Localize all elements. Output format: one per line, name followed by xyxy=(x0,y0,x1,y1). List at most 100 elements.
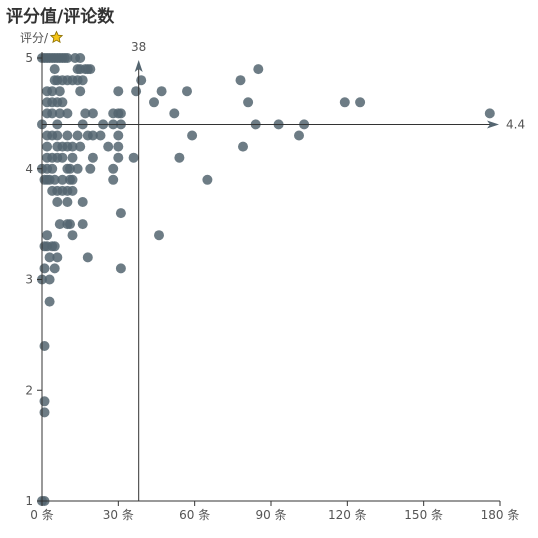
data-point xyxy=(77,197,88,207)
data-point xyxy=(182,86,192,97)
data-point xyxy=(44,274,55,285)
data-point xyxy=(113,86,124,97)
data-point xyxy=(174,152,185,163)
data-point xyxy=(149,97,159,108)
data-point xyxy=(113,141,124,152)
data-point xyxy=(52,252,63,263)
data-point xyxy=(113,152,124,163)
data-point xyxy=(72,163,83,174)
data-point xyxy=(67,141,78,152)
y-tick-label: 4 xyxy=(25,162,33,176)
data-point xyxy=(72,130,83,141)
data-point xyxy=(187,130,198,141)
data-point xyxy=(67,230,78,241)
data-point xyxy=(49,64,60,75)
data-point xyxy=(62,108,73,119)
data-point xyxy=(77,75,88,86)
data-point xyxy=(39,407,50,418)
data-point xyxy=(62,197,73,207)
data-point xyxy=(57,152,68,163)
data-point xyxy=(87,152,98,163)
data-point xyxy=(67,185,78,196)
points-layer xyxy=(37,53,495,506)
ref-arrow-right xyxy=(487,120,499,129)
data-point xyxy=(54,86,65,97)
data-point xyxy=(47,86,58,97)
y-tick-label: 5 xyxy=(25,51,33,65)
data-point xyxy=(238,141,248,152)
chart-title: 评分值/评论数 xyxy=(6,7,115,27)
data-point xyxy=(39,341,50,351)
data-point xyxy=(82,252,93,263)
data-point xyxy=(57,174,68,185)
data-point xyxy=(75,141,86,152)
data-point xyxy=(95,130,106,141)
data-point xyxy=(77,219,88,230)
data-point xyxy=(44,252,55,263)
data-point xyxy=(128,152,139,163)
y-tick-label: 3 xyxy=(25,273,33,287)
data-point xyxy=(85,64,96,75)
y-tick-label: 1 xyxy=(25,494,33,508)
data-point xyxy=(44,296,55,307)
x-tick-label: 120 条 xyxy=(328,508,367,522)
data-point xyxy=(47,108,58,119)
data-point xyxy=(108,174,119,185)
data-point xyxy=(339,97,350,108)
data-point xyxy=(294,130,304,141)
data-point xyxy=(62,53,73,63)
data-point xyxy=(49,241,60,252)
data-point xyxy=(80,108,91,119)
data-point xyxy=(113,130,124,141)
x-tick-label: 60 条 xyxy=(179,508,210,522)
data-point xyxy=(75,53,86,63)
data-point xyxy=(108,163,119,174)
data-point xyxy=(235,75,246,86)
data-point xyxy=(52,197,63,207)
data-point xyxy=(156,86,167,97)
data-point xyxy=(42,141,53,152)
x-tick-label: 0 条 xyxy=(30,508,53,522)
data-point xyxy=(87,130,98,141)
data-point xyxy=(65,219,75,230)
data-point xyxy=(54,219,65,230)
data-point xyxy=(42,230,53,241)
x-tick-label: 90 条 xyxy=(255,508,286,522)
axes-layer: 1 2 3 4 5 0 条 30 条 60 条 90 条 120 条 150 条 180 条 评分/38… xyxy=(20,30,525,522)
x-tick-label: 30 条 xyxy=(103,508,134,522)
data-point xyxy=(85,163,96,174)
x-tick-label: 150 条 xyxy=(404,508,443,522)
data-point xyxy=(62,130,73,141)
ref-arrow-up xyxy=(134,60,143,72)
data-point xyxy=(57,97,68,108)
data-point xyxy=(67,174,78,185)
data-point xyxy=(75,86,86,97)
data-point xyxy=(49,263,60,274)
data-point xyxy=(52,130,63,141)
data-point xyxy=(54,108,65,119)
data-point xyxy=(49,174,60,185)
ref-label-y: 4.4 xyxy=(506,117,525,131)
data-point xyxy=(67,152,78,163)
data-point xyxy=(131,86,142,97)
data-point xyxy=(136,75,147,86)
data-point xyxy=(47,163,58,174)
x-tick-label: 180 条 xyxy=(481,508,520,522)
data-point xyxy=(243,97,254,108)
data-point xyxy=(103,141,114,152)
data-point xyxy=(65,163,75,174)
y-tick-label: 2 xyxy=(25,383,33,397)
data-point xyxy=(87,108,98,119)
data-point xyxy=(115,208,126,219)
data-point xyxy=(39,396,50,407)
data-point xyxy=(169,108,180,119)
data-point xyxy=(202,174,213,185)
data-point xyxy=(154,230,164,241)
data-point xyxy=(253,64,264,75)
y-axis-label: 评分/ xyxy=(20,31,49,45)
data-point xyxy=(484,108,495,119)
star-icon xyxy=(49,30,64,44)
ref-label-x: 38 xyxy=(131,40,146,54)
data-point xyxy=(39,263,50,274)
